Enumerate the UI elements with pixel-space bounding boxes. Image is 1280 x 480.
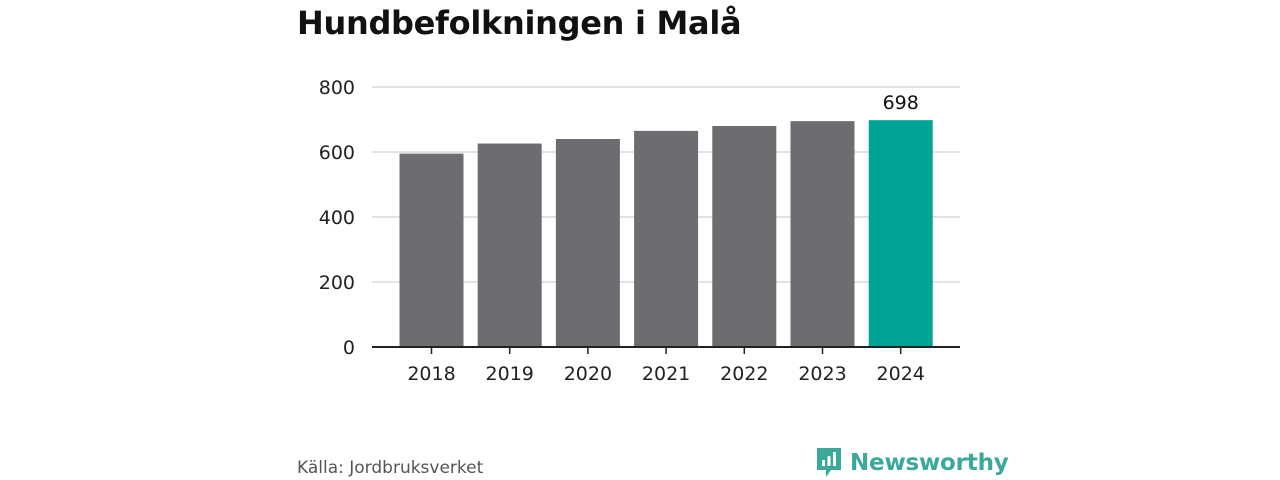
bar-2020	[555, 139, 620, 347]
chart-title: Hundbefolkningen i Malå	[297, 4, 742, 42]
y-tick-label: 0	[343, 337, 355, 359]
bar-2022	[712, 126, 777, 347]
y-tick-label: 600	[319, 142, 355, 164]
x-tick-label: 2018	[407, 363, 455, 385]
y-tick-label: 800	[319, 77, 355, 99]
data-label: 698	[883, 92, 919, 114]
x-tick-label: 2022	[720, 363, 768, 385]
y-tick-label: 200	[319, 272, 355, 294]
x-tick-label: 2020	[564, 363, 612, 385]
brand-logo: Newsworthy	[815, 446, 1009, 480]
x-axis-ticks: 2018 2019 2020 2021 2022 2023 2024	[407, 347, 925, 385]
newsworthy-logo-icon	[817, 448, 841, 477]
x-tick-label: 2021	[642, 363, 690, 385]
bar-2019	[477, 143, 542, 347]
y-axis-ticks: 0 200 400 600 800	[319, 77, 355, 359]
bar-2021	[634, 130, 699, 347]
x-tick-label: 2023	[798, 363, 846, 385]
x-tick-label: 2024	[877, 363, 925, 385]
bar-2023	[790, 121, 855, 347]
bars	[399, 120, 933, 348]
bar-2018	[399, 153, 464, 347]
source-note: Källa: Jordbruksverket	[297, 458, 484, 478]
bar-2024	[868, 120, 933, 348]
data-labels: 698	[883, 92, 919, 114]
brand-name: Newsworthy	[850, 450, 1009, 476]
y-tick-label: 400	[319, 207, 355, 229]
x-tick-label: 2019	[486, 363, 534, 385]
